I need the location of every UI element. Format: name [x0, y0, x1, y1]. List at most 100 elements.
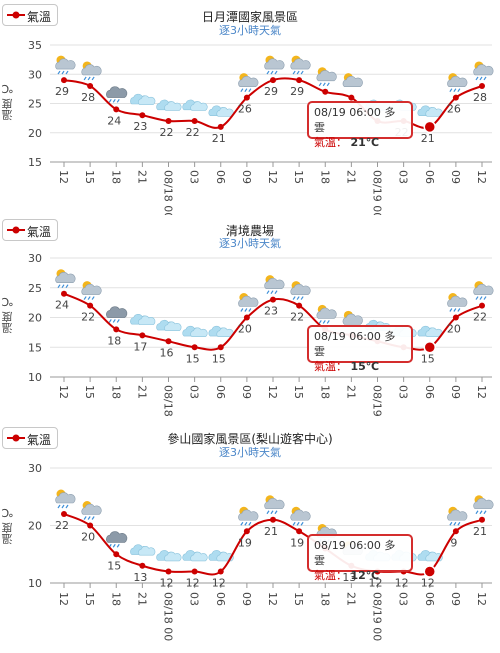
highlighted-point: [423, 341, 436, 354]
data-label: 16: [160, 346, 174, 359]
x-tick-label: 15: [83, 170, 96, 184]
x-tick-label: 15: [83, 385, 96, 399]
data-label: 21: [212, 132, 226, 145]
legend-toggle[interactable]: 氣溫: [2, 4, 58, 26]
weather-icon-partly-cloudy-rain: [238, 506, 259, 526]
legend-label: 氣溫: [27, 10, 52, 24]
data-label: 19: [238, 536, 252, 549]
cloud-icon: [238, 509, 259, 521]
chart-title: 參山國家風景區(梨山遊客中心): [167, 432, 333, 446]
rain-icon: [266, 290, 270, 294]
x-tick-label: 21: [135, 592, 148, 606]
weather-icon-cloudy: [130, 314, 156, 326]
weather-icon-cloudy-rain: [106, 531, 128, 548]
tooltip-weather: 多雲: [314, 330, 396, 358]
legend-toggle[interactable]: 氣溫: [2, 219, 58, 241]
cloud-icon: [316, 70, 337, 82]
weather-icon-cloudy: [417, 325, 443, 337]
data-label: 26: [447, 103, 461, 116]
weather-icon-cloudy: [182, 325, 208, 337]
data-label: 24: [55, 299, 69, 312]
rain-icon: [296, 521, 300, 526]
chart-title: 日月潭國家風景區: [201, 10, 298, 24]
weather-icon-partly-cloudy-rain: [473, 61, 494, 81]
weather-icon-partly-cloudy-rain: [238, 73, 259, 92]
cloud-icon: [164, 321, 182, 331]
weather-icon-partly-cloudy-rain: [473, 281, 494, 300]
x-tick-label: 06: [214, 170, 227, 184]
data-label: 17: [133, 340, 147, 353]
rain-icon: [83, 296, 87, 300]
cloud-icon: [55, 272, 76, 283]
rain-icon: [475, 76, 479, 81]
data-point: [139, 562, 146, 569]
data-point: [61, 511, 67, 517]
rain-icon: [270, 70, 274, 75]
dark-cloud-icon: [106, 86, 128, 98]
rain-icon: [240, 308, 244, 312]
rain-icon: [112, 319, 116, 323]
data-label: 23: [264, 305, 278, 318]
y-tick-label: 25: [28, 282, 42, 295]
rain-icon: [248, 308, 252, 312]
cloud-icon: [164, 101, 182, 111]
rain-icon: [248, 521, 252, 526]
data-label: 21: [264, 525, 278, 538]
data-label: 21: [421, 132, 435, 145]
data-point: [139, 332, 146, 339]
rain-icon: [449, 308, 453, 312]
y-tick-label: 30: [28, 68, 42, 81]
tooltip-time: 08/19 06:00: [314, 330, 381, 343]
x-tick-label: 03: [397, 592, 410, 606]
rain-icon: [274, 290, 278, 294]
weather-icon-cloudy: [182, 550, 208, 562]
x-tick-label: 12: [475, 170, 488, 184]
cloud-icon: [55, 492, 76, 504]
legend-toggle[interactable]: 氣溫: [2, 427, 58, 449]
rain-icon: [318, 82, 322, 87]
weather-icon-cloudy: [182, 99, 208, 111]
data-label: 12: [369, 577, 383, 590]
data-label: 29: [55, 85, 69, 98]
rain-icon: [453, 521, 457, 526]
data-label: 15: [212, 352, 226, 365]
rain-icon: [87, 76, 91, 81]
x-tick-label: 12: [57, 385, 70, 399]
weather-icon-partly-cloudy-rain: [81, 501, 102, 520]
cloud-icon: [138, 95, 156, 105]
cloud-icon: [342, 75, 363, 87]
cloud-icon: [238, 75, 259, 87]
rain-icon: [65, 504, 69, 509]
rain-icon: [483, 296, 487, 300]
data-label: 15: [186, 352, 200, 365]
x-tick-label: 09: [240, 385, 253, 399]
cloud-icon: [164, 551, 182, 562]
data-label: 22: [473, 311, 487, 324]
data-label: 26: [238, 103, 252, 116]
data-point: [479, 516, 485, 523]
rain-icon: [483, 76, 487, 81]
rain-icon: [61, 284, 65, 289]
rain-icon: [57, 70, 61, 75]
data-label: 15: [421, 352, 435, 365]
x-tick-label: 09: [240, 170, 253, 184]
y-tick-label: 10: [28, 371, 42, 384]
weather-icon-cloudy: [156, 319, 182, 331]
rain-icon: [322, 320, 326, 324]
data-point: [348, 94, 355, 101]
data-label: 22: [81, 311, 95, 324]
rain-icon: [479, 76, 483, 81]
data-point: [113, 106, 120, 113]
rain-icon: [244, 521, 248, 526]
y-tick-label: 15: [28, 341, 42, 354]
y-tick-label: 30: [28, 252, 42, 265]
data-point: [139, 112, 146, 119]
cloud-icon: [473, 498, 494, 510]
data-point: [87, 302, 94, 309]
x-tick-label: 06: [214, 385, 227, 399]
x-tick-label: 15: [292, 385, 305, 399]
tooltip-temp-label: 氣溫：: [314, 569, 347, 582]
legend-label: 氣溫: [27, 225, 52, 239]
cloud-icon: [447, 295, 468, 307]
data-label: 20: [238, 323, 252, 336]
